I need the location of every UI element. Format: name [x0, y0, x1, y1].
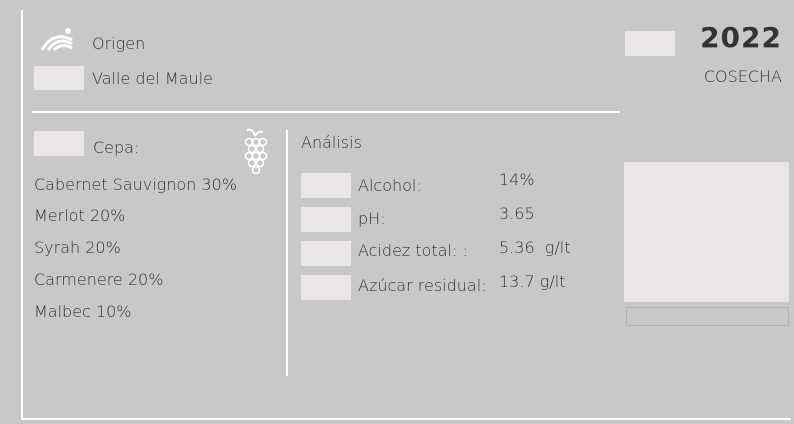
- placeholder: [301, 207, 351, 232]
- placeholder: [34, 131, 84, 156]
- placeholder: [34, 66, 84, 90]
- origin-icon: [40, 28, 73, 52]
- grape-icon: [244, 128, 268, 174]
- grape-item: Carmenere 20%: [34, 270, 164, 289]
- origin-value: Valle del Maule: [92, 69, 213, 88]
- frame-bottom: [21, 418, 791, 420]
- analysis-value: 5.36 g/lt: [499, 238, 571, 257]
- grape-item: Syrah 20%: [34, 238, 121, 257]
- frame-left: [21, 10, 23, 420]
- image-placeholder: [624, 162, 789, 302]
- column-divider: [286, 130, 288, 376]
- bar-placeholder: [626, 307, 789, 326]
- placeholder: [625, 31, 675, 56]
- analysis-label: Alcohol:: [358, 176, 422, 195]
- analysis-title: Análisis: [301, 133, 362, 152]
- placeholder: [301, 173, 351, 198]
- origin-label: Origen: [92, 34, 146, 53]
- vintage-label: COSECHA: [703, 67, 782, 86]
- analysis-value: 13.7 g/lt: [499, 272, 566, 291]
- analysis-value: 14%: [499, 170, 535, 189]
- grape-item: Merlot 20%: [34, 206, 126, 225]
- analysis-label: pH:: [358, 209, 386, 228]
- grape-item: Malbec 10%: [34, 302, 132, 321]
- placeholder: [301, 241, 351, 266]
- grape-item: Cabernet Sauvignon 30%: [34, 175, 237, 194]
- analysis-value: 3.65: [499, 204, 535, 223]
- placeholder: [301, 275, 351, 300]
- grapes-label: Cepa:: [93, 138, 140, 157]
- vintage-year: 2022: [700, 21, 782, 54]
- analysis-label: Acidez total: :: [358, 241, 468, 260]
- analysis-label: Azúcar residual:: [358, 276, 487, 295]
- divider: [32, 111, 620, 113]
